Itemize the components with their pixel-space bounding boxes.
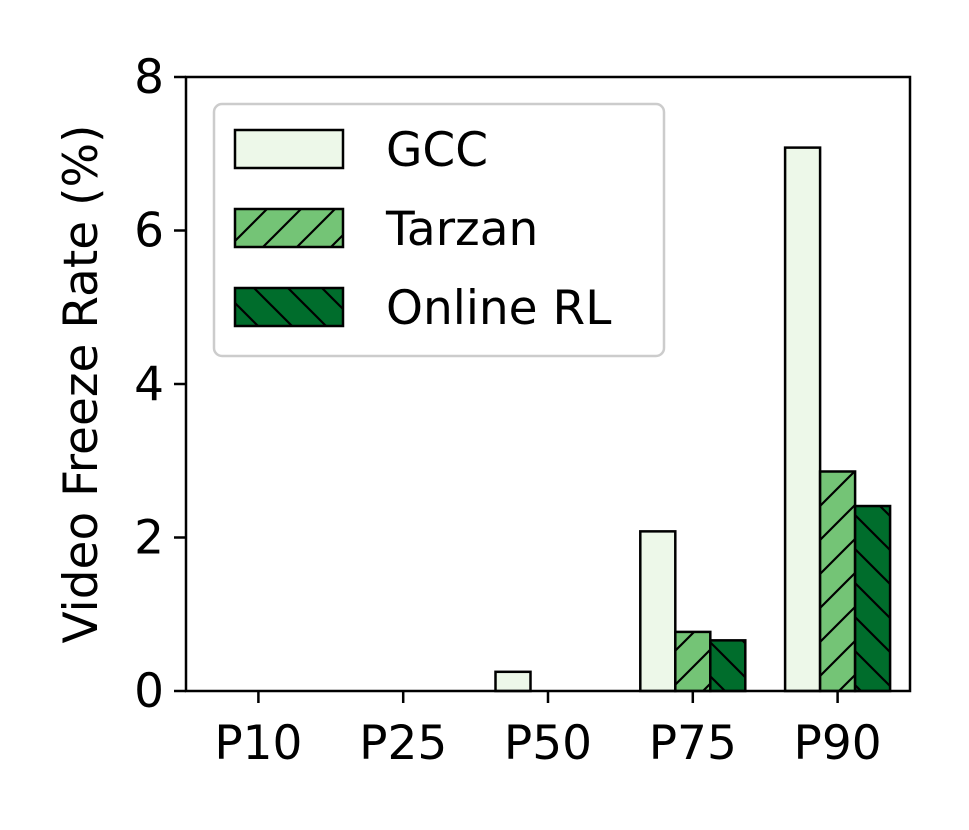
bars-group	[494, 146, 892, 693]
y-tick-label: 2	[134, 511, 164, 566]
y-axis-label: Video Freeze Rate (%)	[54, 125, 109, 644]
x-tick-label-p90: P90	[794, 716, 882, 771]
bar-tarzan-p90-hatch	[820, 471, 856, 691]
y-tick-label: 6	[134, 204, 164, 259]
legend-swatch-tarzan-outline	[233, 207, 345, 249]
legend-swatch-online-rl-hatch	[235, 288, 343, 326]
bar-gcc-p50	[495, 671, 531, 691]
bar-gcc-p75	[640, 531, 676, 691]
y-tick-label: 4	[134, 357, 164, 412]
legend-label-tarzan: Tarzan	[385, 202, 538, 257]
legend-swatch-gcc	[235, 130, 343, 168]
x-tick-label-p25: P25	[359, 716, 447, 771]
legend-label-gcc: GCC	[386, 123, 488, 178]
legend-swatch-gcc-outline	[233, 128, 345, 170]
legend-swatch-tarzan-hatch	[235, 209, 343, 247]
x-tick-label-p75: P75	[649, 716, 737, 771]
legend: GCC Tarzan Online RL	[212, 102, 666, 358]
legend-swatch-online-rl-outline	[233, 286, 345, 328]
y-axis: 0 2 4 6 8	[134, 50, 186, 719]
bar-online-rl-p90-hatch	[855, 506, 891, 691]
bar-tarzan-p75-hatch	[675, 631, 711, 691]
x-axis: P10 P25 P50 P75 P90	[214, 691, 882, 771]
bar-gcc-p90	[785, 147, 821, 692]
x-tick-label-p50: P50	[504, 716, 592, 771]
y-tick-label: 8	[134, 50, 164, 105]
x-tick-label-p10: P10	[214, 716, 302, 771]
bar-online-rl-p75-hatch	[710, 640, 746, 691]
legend-label-online-rl: Online RL	[386, 281, 611, 336]
y-tick-label: 0	[134, 664, 164, 719]
